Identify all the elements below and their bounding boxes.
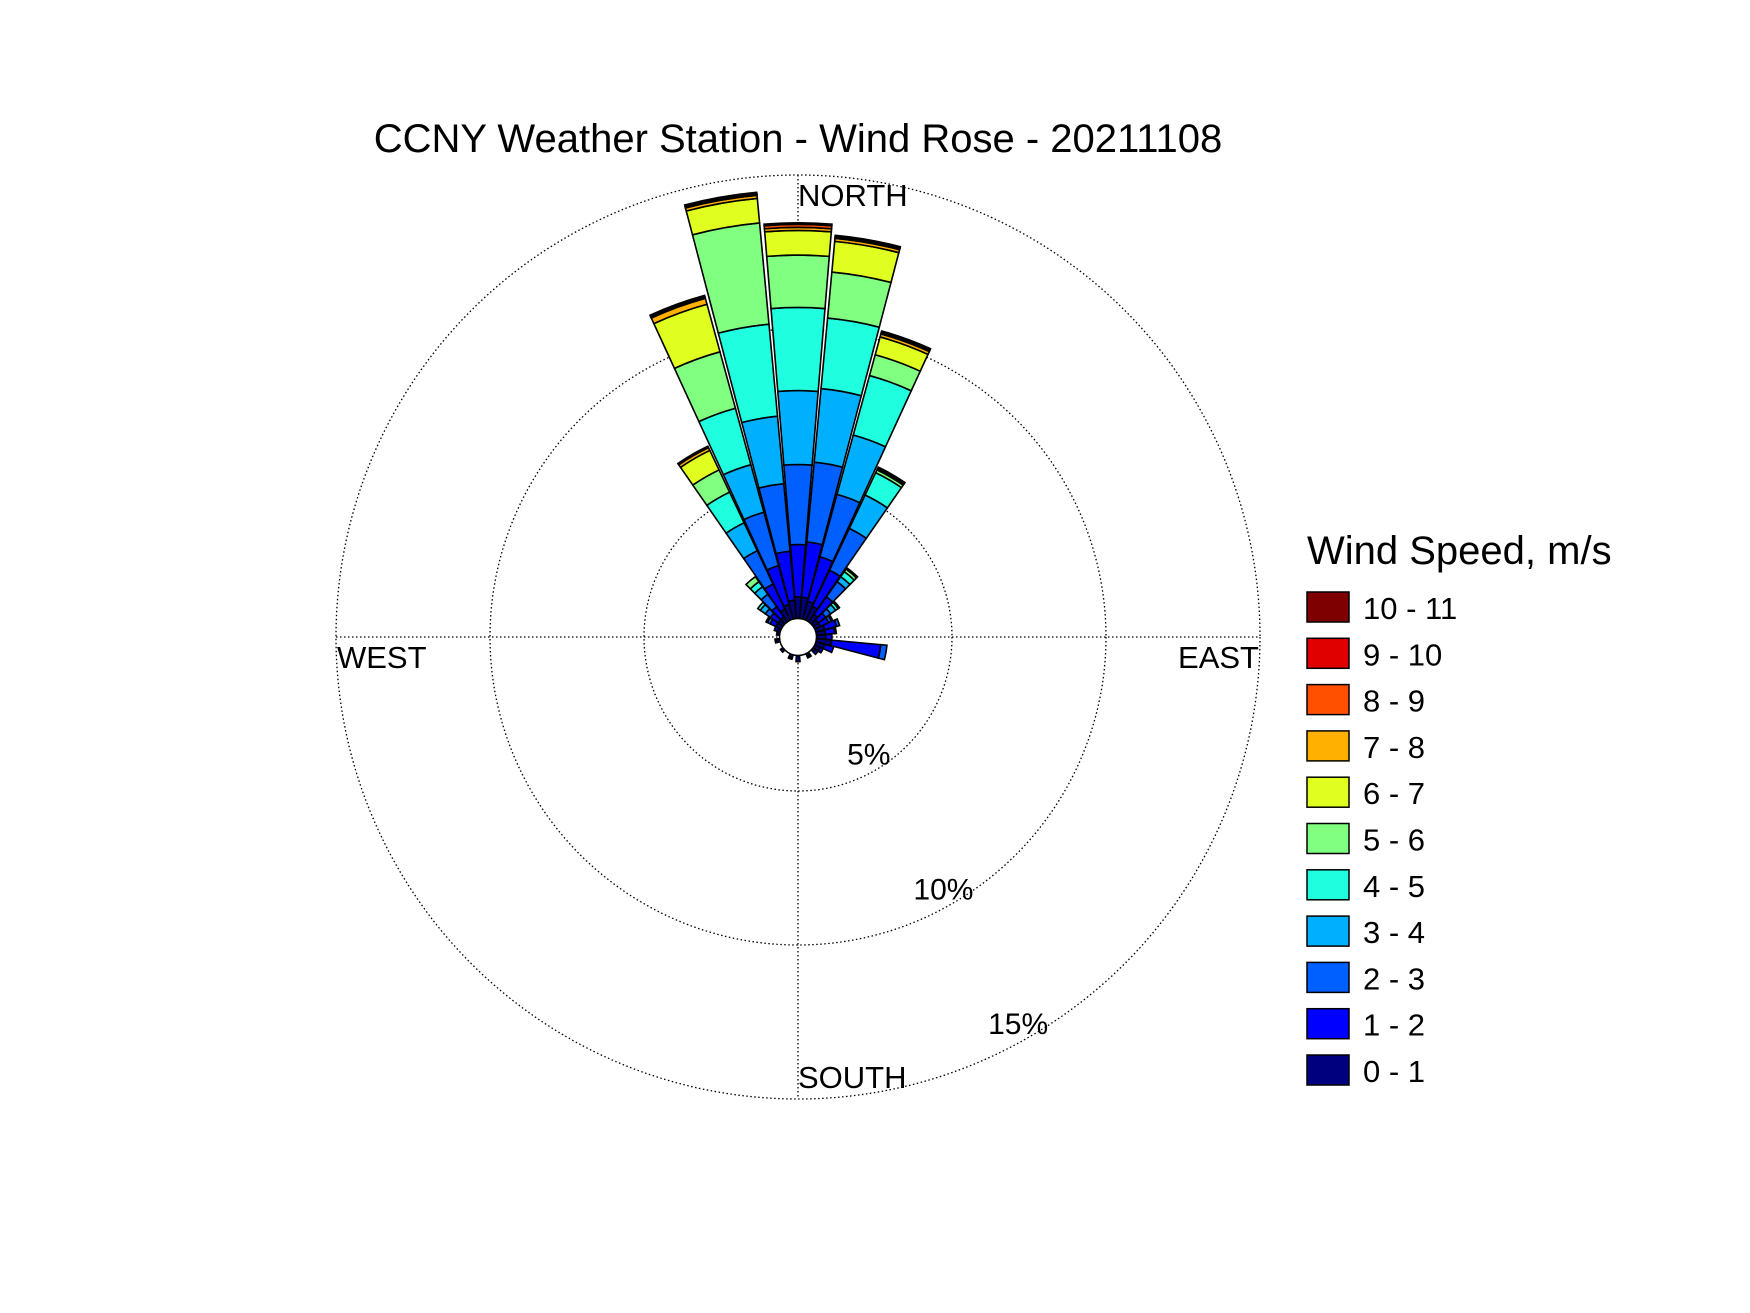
rose-bar-segment — [763, 229, 833, 258]
rose-bar-segment — [831, 600, 841, 610]
legend-swatch — [1306, 637, 1350, 670]
legend-swatch — [1306, 961, 1350, 994]
rose-bar-segment — [683, 191, 758, 208]
rose-bar-segment — [817, 646, 825, 654]
legend-label: 10 - 11 — [1363, 591, 1457, 626]
legend-label: 1 - 2 — [1363, 1008, 1425, 1043]
radial-tick-labels: 5% 10% 15% — [847, 739, 1048, 1041]
wind-rose-bars — [648, 191, 932, 663]
grid-ring — [489, 328, 1107, 946]
legend-swatch — [1306, 683, 1350, 716]
rose-bar-segment — [756, 601, 767, 612]
rose-bar-segment — [880, 330, 932, 352]
legend-label: 4 - 5 — [1363, 869, 1425, 904]
rose-bar-segment — [648, 294, 706, 318]
legend-label: 0 - 1 — [1363, 1054, 1425, 1089]
legend-label: 5 - 6 — [1363, 823, 1425, 858]
legend: 10 - 11 9 - 10 8 - 9 7 - 8 6 - 7 5 - 6 4 - 5 3 … — [1306, 591, 1457, 1089]
legend-label: 3 - 4 — [1363, 915, 1425, 950]
chart-title: CCNY Weather Station - Wind Rose - 20211… — [374, 117, 1223, 161]
rose-bar-segment — [877, 643, 888, 661]
legend-swatch — [1306, 591, 1350, 623]
legend-title: Wind Speed, m/s — [1307, 529, 1612, 573]
rose-bar-segment — [812, 648, 820, 656]
rose-bar-segment — [676, 445, 710, 466]
direction-label-south: SOUTH — [798, 1060, 907, 1095]
legend-label: 7 - 8 — [1363, 730, 1425, 765]
legend-swatch — [1306, 1054, 1350, 1086]
rose-bar-segment — [787, 655, 794, 661]
calm-circle — [778, 617, 818, 657]
legend-swatch — [1306, 869, 1350, 901]
rose-bar-segment — [833, 617, 841, 628]
radial-tick-label: 5% — [847, 739, 890, 772]
legend-swatch — [1306, 1007, 1350, 1040]
rose-bar-segment — [822, 643, 835, 654]
legend-swatch — [1306, 776, 1350, 808]
rose-bar-segment — [776, 389, 820, 466]
legend-swatch — [1306, 730, 1350, 762]
legend-label: 2 - 3 — [1363, 961, 1425, 996]
rose-bar-segment — [844, 566, 859, 580]
legend-swatch — [1306, 822, 1350, 855]
legend-label: 9 - 10 — [1363, 637, 1442, 672]
legend-label: 8 - 9 — [1363, 684, 1425, 719]
rose-bar-segment — [832, 626, 838, 635]
rose-bar-segment — [795, 654, 801, 663]
legend-label: 6 - 7 — [1363, 776, 1425, 811]
direction-label-east: EAST — [1178, 640, 1259, 675]
rose-bar-segment — [763, 221, 833, 227]
rose-bar-segment — [876, 466, 907, 485]
radial-tick-label: 15% — [988, 1008, 1048, 1041]
radial-tick-label: 10% — [913, 873, 973, 906]
direction-label-west: WEST — [337, 640, 427, 675]
rose-bar-segment — [774, 638, 779, 644]
rose-bar-segment — [770, 306, 826, 393]
rose-bar-segment — [806, 653, 813, 659]
rose-bar-segment — [765, 254, 831, 310]
direction-label-north: NORTH — [798, 178, 908, 213]
rose-bar-segment — [829, 639, 882, 660]
rose-bar-segment — [834, 234, 902, 250]
legend-swatch — [1306, 915, 1350, 947]
